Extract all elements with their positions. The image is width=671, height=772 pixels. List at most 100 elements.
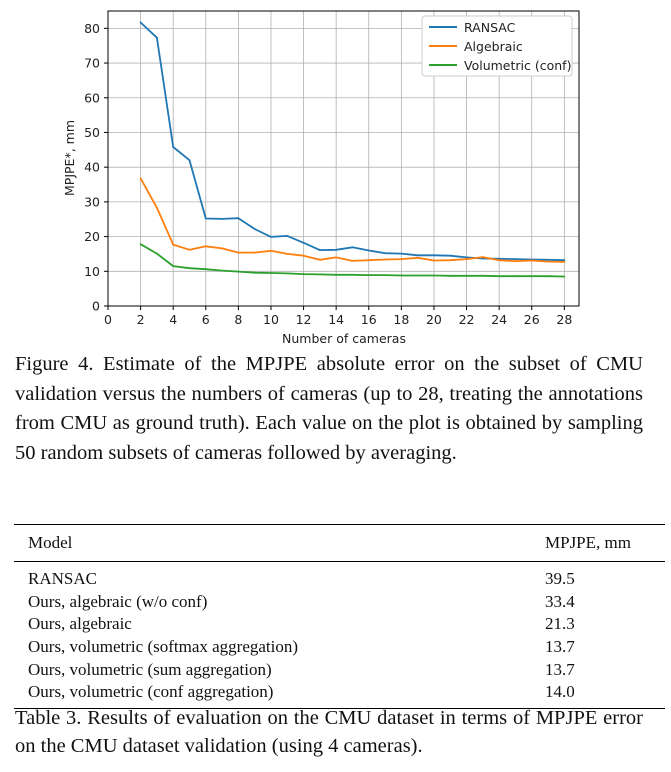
data-point-volumetric-conf (139, 243, 142, 246)
data-point-volumetric-conf (302, 273, 305, 275)
x-axis-label: Number of cameras (282, 331, 406, 345)
data-point-volumetric-conf (449, 274, 452, 277)
x-tick-label: 0 (104, 312, 112, 327)
plot-frame (107, 10, 580, 307)
data-point-volumetric-conf (351, 273, 354, 276)
data-point-ransac (384, 252, 386, 255)
data-point-algebraic (367, 259, 370, 262)
data-point-ransac (221, 217, 223, 220)
data-point-algebraic (449, 259, 452, 262)
data-point-volumetric-conf (253, 271, 256, 274)
x-tick-label: 14 (328, 312, 344, 327)
legend-box (421, 15, 573, 77)
data-point-volumetric-conf (400, 274, 403, 277)
y-tick-label: 10 (84, 264, 100, 279)
data-point-algebraic (221, 247, 223, 250)
table-row: Ours, volumetric (softmax aggregation) 13… (14, 636, 665, 659)
x-tick-label: 4 (169, 312, 177, 327)
data-point-algebraic (563, 261, 566, 263)
x-tick-label: 8 (234, 312, 242, 327)
mpjpe-cell: 13.7 (545, 659, 575, 679)
data-point-algebraic (172, 243, 175, 246)
header-mpjpe: MPJPE, mm (545, 533, 631, 552)
data-point-algebraic (433, 259, 435, 262)
data-point-ransac (204, 217, 207, 220)
data-point-algebraic (318, 258, 321, 261)
y-tick-label: 0 (92, 299, 100, 314)
data-point-volumetric-conf (270, 272, 272, 274)
data-point-ransac (563, 259, 566, 262)
data-point-volumetric-conf (498, 275, 501, 278)
data-point-ransac (547, 258, 549, 261)
x-tick-label: 16 (361, 312, 377, 327)
table-row: Ours, volumetric (sum aggregation) 13.7 (14, 658, 665, 681)
table-caption: Table 3. Results of evaluation on the CM… (15, 707, 643, 757)
model-cell: Ours, algebraic (28, 614, 132, 634)
data-point-algebraic (253, 251, 256, 254)
data-point-algebraic (400, 258, 403, 261)
data-point-ransac (433, 254, 435, 257)
data-point-algebraic (155, 206, 158, 209)
data-point-algebraic (384, 258, 386, 261)
data-point-volumetric-conf (481, 274, 484, 277)
model-cell: Ours, algebraic (w/o conf) (28, 591, 208, 611)
mpjpe-cell: 13.7 (545, 637, 575, 657)
data-point-ransac (270, 236, 272, 238)
y-tick-label: 60 (84, 90, 100, 105)
legend: RANSAC Algebraic Volumetric (conf) (421, 15, 573, 77)
x-tick-label: 18 (393, 312, 409, 327)
data-point-volumetric-conf (237, 270, 240, 273)
data-point-algebraic (139, 177, 142, 180)
data-point-ransac (318, 249, 321, 252)
x-tick-label: 28 (556, 312, 572, 327)
data-point-ransac (514, 258, 517, 261)
data-point-algebraic (530, 259, 533, 262)
data-point-volumetric-conf (204, 268, 207, 271)
legend-label-algebraic: Algebraic (464, 39, 523, 54)
data-point-ransac (400, 252, 403, 255)
table-row: Ours, algebraic 21.3 (14, 613, 665, 636)
legend-label-volumetric: Volumetric (conf) (464, 58, 571, 73)
mpjpe-line-chart: 0 2 4 6 8 10 12 14 16 18 20 22 24 26 28010203040506070… (62, 10, 580, 345)
y-tick-label: 20 (84, 229, 100, 244)
data-point-ransac (367, 249, 370, 252)
data-point-volumetric-conf (188, 267, 191, 270)
figure-caption: Figure 4. Estimate of the MPJPE absolute… (15, 353, 643, 464)
data-point-algebraic (514, 260, 517, 263)
mpjpe-cell: 39.5 (545, 569, 575, 589)
data-point-volumetric-conf (221, 269, 223, 272)
data-point-ransac (449, 254, 452, 257)
results-table: Model MPJPE, mm RANSAC 39.5 Ours, algebrai… (14, 524, 665, 709)
data-point-volumetric-conf (384, 274, 386, 277)
data-point-algebraic (237, 251, 240, 254)
y-tick-label: 40 (84, 160, 100, 175)
x-tick-label: 24 (491, 312, 507, 327)
data-point-volumetric-conf (514, 275, 517, 278)
data-point-volumetric-conf (433, 274, 435, 277)
data-point-volumetric-conf (465, 274, 468, 277)
data-point-volumetric-conf (318, 273, 321, 276)
table-row: Ours, algebraic (w/o conf) 33.4 (14, 591, 665, 614)
data-point-ransac (237, 217, 240, 220)
data-point-algebraic (547, 260, 549, 263)
data-point-algebraic (286, 253, 289, 255)
data-point-volumetric-conf (286, 272, 289, 275)
data-point-volumetric-conf (335, 273, 338, 276)
data-point-ransac (465, 256, 468, 259)
y-axis-label: MPJPE*, mm (62, 120, 77, 196)
y-tick-label: 50 (84, 125, 100, 140)
mpjpe-cell: 14.0 (545, 682, 575, 702)
y-tick-label: 70 (84, 56, 100, 71)
data-point-algebraic (481, 256, 484, 258)
x-tick-label: 12 (296, 312, 312, 327)
x-tick-label: 6 (202, 312, 210, 327)
y-tick-label: 30 (84, 194, 100, 209)
data-point-volumetric-conf (155, 252, 158, 255)
data-point-algebraic (465, 258, 468, 261)
table-header-row: Model MPJPE, mm (14, 524, 665, 562)
data-point-algebraic (335, 256, 338, 259)
model-cell: Ours, volumetric (conf aggregation) (28, 682, 274, 702)
table-body: RANSAC 39.5 Ours, algebraic (w/o conf) 33.4… (14, 562, 665, 709)
y-tick-label: 80 (84, 21, 100, 36)
data-point-algebraic (302, 254, 305, 257)
